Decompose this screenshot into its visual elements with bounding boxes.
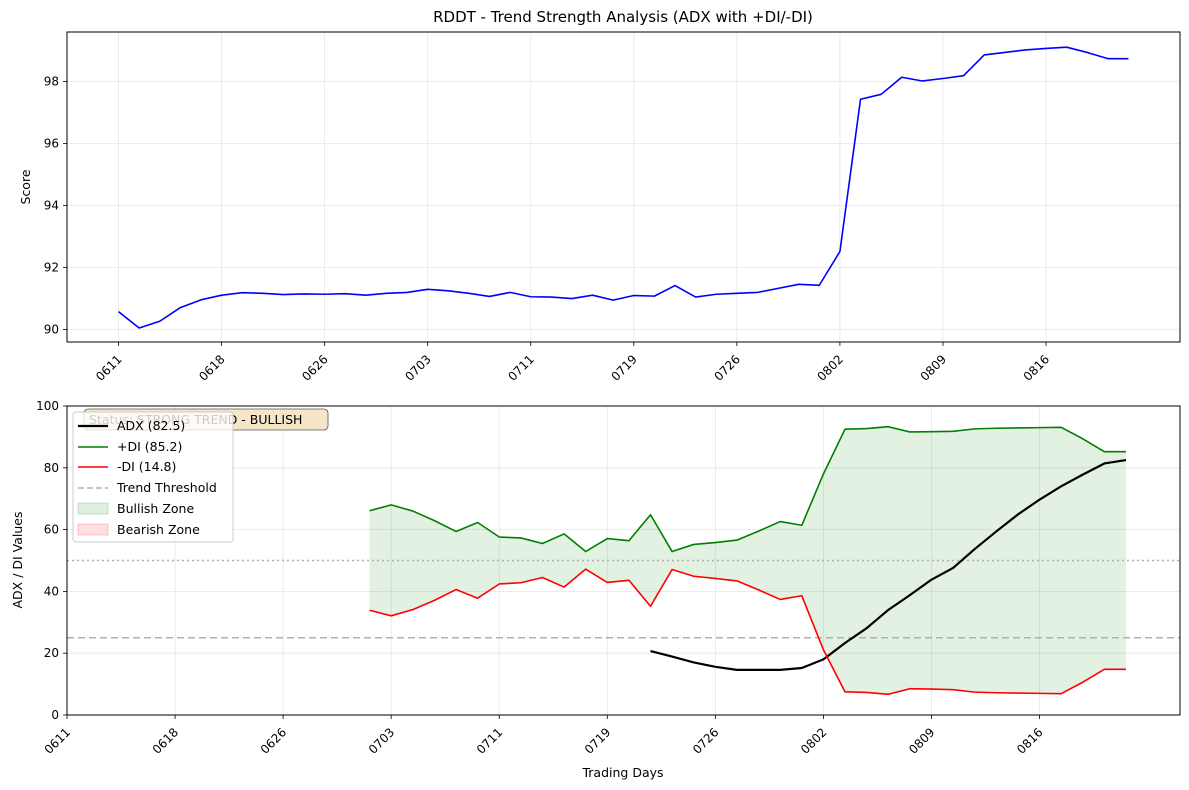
c2-y-tick-label: 100 — [36, 399, 59, 413]
c1-x-tick-label: 0719 — [608, 352, 639, 383]
score-y-ticks: 90 92 94 96 98 — [44, 75, 67, 337]
c1-y-tick-label: 94 — [44, 199, 59, 213]
legend-label-bearish: Bearish Zone — [117, 522, 200, 537]
adx-plot-frame — [66, 405, 1181, 716]
c1-x-tick-label: 0809 — [918, 352, 949, 383]
c2-x-tick-label: 0726 — [690, 725, 721, 756]
c2-x-tick-label: 0618 — [150, 725, 181, 756]
c1-x-tick-label: 0618 — [196, 352, 227, 383]
c2-y-tick-label: 60 — [44, 523, 59, 537]
adx-x-axis-label: Trading Days — [581, 765, 663, 780]
score-x-ticks: 0611 0618 0626 0703 0711 0719 0726 0802 0809 0816 — [93, 342, 1052, 384]
c2-x-tick-label: 0816 — [1014, 725, 1045, 756]
c2-x-tick-label: 0626 — [258, 725, 289, 756]
c1-x-tick-label: 0711 — [505, 352, 536, 383]
chart-title: RDDT - Trend Strength Analysis (ADX with… — [433, 8, 813, 26]
adx-series-group — [369, 425, 1127, 696]
adx-x-ticks: 0611 0618 0626 0703 0711 0719 0726 0802 0809 0816 — [42, 715, 1046, 757]
c1-y-tick-label: 96 — [44, 137, 59, 151]
c2-y-tick-label: 40 — [44, 584, 59, 598]
c2-x-tick-label: 0611 — [42, 725, 73, 756]
adx-y-ticks: 0 20 40 60 80 100 — [36, 399, 67, 722]
legend-label-adx: ADX (82.5) — [117, 418, 185, 433]
series-di-line — [369, 425, 1126, 553]
c2-y-tick-label: 20 — [44, 646, 59, 660]
c1-x-tick-label: 0703 — [402, 352, 433, 383]
c1-y-tick-label: 92 — [44, 261, 59, 275]
legend-swatch-bearish — [77, 523, 109, 536]
c2-y-tick-label: 0 — [51, 708, 59, 722]
c2-x-tick-label: 0719 — [582, 725, 613, 756]
adx-chart: 0 20 40 60 80 100 0611 0618 0626 0703 0711 0719 072… — [10, 399, 1181, 780]
c1-y-tick-label: 90 — [44, 323, 59, 337]
legend-label-threshold: Trend Threshold — [116, 480, 217, 495]
legend-label-plus-di: +DI (85.2) — [117, 439, 182, 454]
score-plot-area — [67, 32, 1180, 342]
series-di-line — [369, 568, 1126, 696]
c1-y-tick-label: 98 — [44, 75, 59, 89]
adx-threshold-lines — [67, 559, 1180, 639]
score-series-line — [118, 46, 1129, 329]
c2-x-tick-label: 0711 — [474, 725, 505, 756]
score-y-axis-label: Score — [18, 169, 33, 204]
c1-x-tick-label: 0816 — [1021, 352, 1052, 383]
c1-x-tick-label: 0802 — [815, 352, 846, 383]
legend-label-minus-di: -DI (14.8) — [117, 459, 176, 474]
score-series-group — [118, 46, 1129, 329]
legend-box — [72, 411, 234, 543]
legend-label-bullish: Bullish Zone — [117, 501, 194, 516]
c1-x-tick-label: 0626 — [299, 352, 330, 383]
adx-y-axis-label: ADX / DI Values — [10, 511, 25, 608]
score-grid — [67, 32, 1180, 342]
score-plot-frame — [66, 31, 1181, 343]
c2-x-tick-label: 0802 — [798, 725, 829, 756]
c1-x-tick-label: 0611 — [93, 352, 124, 383]
legend-swatch-bullish — [77, 502, 109, 515]
c2-x-tick-label: 0809 — [906, 725, 937, 756]
c1-x-tick-label: 0726 — [711, 352, 742, 383]
c2-y-tick-label: 80 — [44, 461, 59, 475]
c2-x-tick-label: 0703 — [366, 725, 397, 756]
legend: ADX (82.5) +DI (85.2) -DI (14.8) Trend T… — [72, 411, 234, 543]
